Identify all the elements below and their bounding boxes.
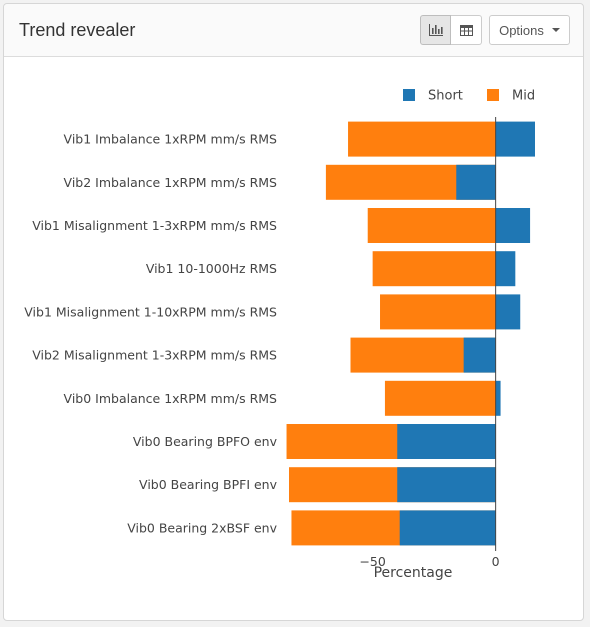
category-label: Vib0 Bearing 2xBSF env xyxy=(127,520,277,535)
short-bar xyxy=(495,251,516,287)
options-dropdown-button[interactable]: Options xyxy=(489,15,570,45)
category-label: Vib0 Bearing BPFO env xyxy=(133,434,278,449)
mid-bar xyxy=(384,380,496,416)
category-label: Vib1 Misalignment 1-10xRPM mm/s RMS xyxy=(24,304,277,319)
legend-label-short[interactable]: Short xyxy=(428,89,463,104)
short-bar xyxy=(495,380,501,416)
mid-bar xyxy=(367,208,496,243)
category-label: Vib2 Imbalance 1xRPM mm/s RMS xyxy=(64,175,278,190)
x-axis-title: Percentage xyxy=(374,565,453,581)
x-tick-label: −50 xyxy=(359,554,385,569)
short-bar xyxy=(463,337,496,373)
legend-label-mid[interactable]: Mid xyxy=(512,89,535,104)
mid-bar xyxy=(348,121,496,157)
short-bar xyxy=(495,208,531,243)
caret-down-icon xyxy=(551,28,560,32)
category-label: Vib2 Misalignment 1-3xRPM mm/s RMS xyxy=(32,348,277,363)
table-icon xyxy=(459,24,473,36)
legend-swatch-short[interactable] xyxy=(403,89,415,101)
short-bar xyxy=(495,294,521,330)
short-bar xyxy=(495,121,535,157)
short-bar xyxy=(397,467,496,503)
options-label: Options xyxy=(499,22,544,38)
mid-bar xyxy=(380,294,496,330)
category-label: Vib1 10-1000Hz RMS xyxy=(146,261,277,276)
mid-bar xyxy=(372,251,496,287)
table-view-button[interactable] xyxy=(451,15,482,45)
short-bar xyxy=(397,424,496,459)
legend-swatch-mid[interactable] xyxy=(487,89,499,101)
bar-chart-icon xyxy=(428,24,443,36)
x-tick-label: 0 xyxy=(492,554,500,569)
short-bar xyxy=(456,164,496,200)
chart-view-button[interactable] xyxy=(420,15,451,45)
panel-header: Trend revealer xyxy=(4,4,583,57)
category-label: Vib1 Misalignment 1-3xRPM mm/s RMS xyxy=(32,218,277,233)
short-bar xyxy=(399,510,496,546)
category-label: Vib0 Bearing BPFI env xyxy=(139,477,278,492)
view-toggle-group xyxy=(420,15,482,45)
category-label: Vib0 Imbalance 1xRPM mm/s RMS xyxy=(64,391,278,406)
category-label: Vib1 Imbalance 1xRPM mm/s RMS xyxy=(64,132,278,147)
panel-title: Trend revealer xyxy=(19,20,136,40)
